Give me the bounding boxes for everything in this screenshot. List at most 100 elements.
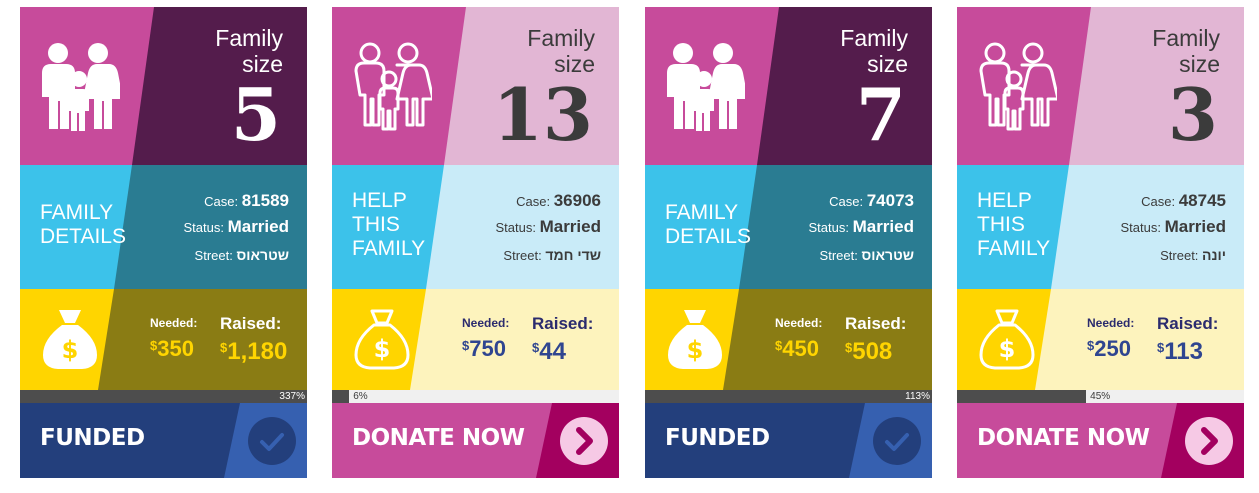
family-size-label-line2: size <box>1179 51 1220 77</box>
section-title-line: HELP <box>352 189 407 212</box>
section-title: FAMILY DETAILS <box>665 201 751 249</box>
case-number: 48745 <box>1178 191 1226 210</box>
section-title-line: HELP <box>977 189 1032 212</box>
section-background <box>332 165 619 289</box>
svg-text:$: $ <box>687 336 704 364</box>
check-icon <box>873 417 921 465</box>
section-background <box>645 165 932 289</box>
family-size-label-line2: size <box>867 51 908 77</box>
progress-bar: 6% <box>332 390 619 403</box>
street-value: שדי חמד <box>545 247 601 263</box>
raised-currency: $ <box>220 340 228 355</box>
family-size-label-line2: size <box>242 51 283 77</box>
status-value: Married <box>1164 217 1226 236</box>
needed-amount: $350 <box>150 336 194 362</box>
needed-currency: $ <box>775 338 783 353</box>
street-row: Street: שדי חמד <box>503 247 601 263</box>
raised-label: Raised: <box>845 314 907 333</box>
family-size-label: Family size <box>840 25 908 77</box>
needed-value: 250 <box>1094 336 1131 361</box>
family-size-label-line1: Family <box>840 25 908 51</box>
case-label: Case: <box>204 194 239 209</box>
family-size-label-line2: size <box>554 51 595 77</box>
status-label: Status: <box>1120 220 1161 235</box>
progress-fill <box>957 390 1087 403</box>
family-icon <box>42 43 120 131</box>
street-value: שטראוס <box>861 247 914 263</box>
donate-now-button[interactable]: DONATE NOW <box>957 403 1244 478</box>
family-details-section: HELP THIS FAMILY Case: 36906 Status: Marri… <box>332 165 619 289</box>
status-row: Status: Married <box>183 217 289 237</box>
family-size-value: 3 <box>1167 72 1218 157</box>
funded-button[interactable]: FUNDED <box>20 403 307 478</box>
family-icon <box>979 42 1057 131</box>
street-label: Street: <box>503 248 542 263</box>
chevron-right-icon <box>1185 417 1233 465</box>
progress-fill <box>332 390 350 403</box>
svg-text:$: $ <box>999 335 1016 363</box>
needed-amount: $750 <box>462 336 506 362</box>
section-title: FAMILY DETAILS <box>40 201 126 249</box>
status-row: Status: Married <box>495 217 601 237</box>
progress-fill <box>645 390 932 403</box>
needed-value: 450 <box>782 336 819 361</box>
family-size-value: 5 <box>230 72 281 157</box>
section-background <box>20 289 307 390</box>
action-label: FUNDED <box>40 425 145 451</box>
section-background <box>332 289 619 390</box>
section-background <box>20 7 307 165</box>
raised-currency: $ <box>1157 340 1165 355</box>
raised-amount: $508 <box>845 338 892 366</box>
svg-text:$: $ <box>374 335 391 363</box>
progress-bar: 337% <box>20 390 307 403</box>
family-card: Family size 3 HELP THIS FAMILY Case: 48745… <box>957 7 1244 478</box>
section-title-line: DETAILS <box>665 225 751 248</box>
needed-currency: $ <box>1087 338 1095 353</box>
status-value: Married <box>852 217 914 236</box>
case-number: 36906 <box>553 191 601 210</box>
family-details-section: FAMILY DETAILS Case: 81589 Status: Marrie… <box>20 165 307 289</box>
progress-percent: 113% <box>905 391 930 402</box>
family-size-section: Family size 13 <box>332 7 619 165</box>
family-card: Family size 13 HELP THIS FAMILY Case: 3690… <box>332 7 619 478</box>
section-background <box>957 165 1244 289</box>
funding-section: $ Needed: Raised: $350 $1,180 <box>20 289 307 390</box>
family-size-value: 7 <box>855 72 906 157</box>
raised-label: Raised: <box>220 314 282 333</box>
case-row: Case: 36906 <box>516 191 601 211</box>
street-label: Street: <box>194 248 233 263</box>
family-icon <box>354 42 432 131</box>
family-size-label: Family size <box>527 25 595 77</box>
raised-amount: $1,180 <box>220 338 287 366</box>
case-number: 74073 <box>866 191 914 210</box>
status-label: Status: <box>495 220 536 235</box>
needed-label: Needed: <box>150 316 198 330</box>
check-icon <box>248 417 296 465</box>
raised-value: 508 <box>852 338 893 365</box>
case-row: Case: 81589 <box>204 191 289 211</box>
family-size-value: 13 <box>492 72 593 157</box>
raised-value: 44 <box>539 338 566 365</box>
section-background <box>645 7 932 165</box>
raised-label: Raised: <box>532 314 594 333</box>
funded-button[interactable]: FUNDED <box>645 403 932 478</box>
raised-value: 113 <box>1164 338 1203 365</box>
family-size-section: Family size 3 <box>957 7 1244 165</box>
section-background <box>957 7 1244 165</box>
case-label: Case: <box>516 194 551 209</box>
section-background <box>957 289 1244 390</box>
funding-section: $ Needed: Raised: $450 $508 <box>645 289 932 390</box>
raised-currency: $ <box>845 340 853 355</box>
svg-text:$: $ <box>62 336 79 364</box>
family-card: Family size 7 FAMILY DETAILS Case: 74073 … <box>645 7 932 478</box>
case-label: Case: <box>829 194 864 209</box>
status-label: Status: <box>183 220 224 235</box>
progress-bar: 113% <box>645 390 932 403</box>
family-size-section: Family size 7 <box>645 7 932 165</box>
money-bag-icon: $ <box>43 310 97 369</box>
donate-now-button[interactable]: DONATE NOW <box>332 403 619 478</box>
section-title: HELP THIS FAMILY <box>977 189 1050 261</box>
status-label: Status: <box>808 220 849 235</box>
family-size-label-line1: Family <box>1152 25 1220 51</box>
needed-value: 750 <box>469 336 506 361</box>
